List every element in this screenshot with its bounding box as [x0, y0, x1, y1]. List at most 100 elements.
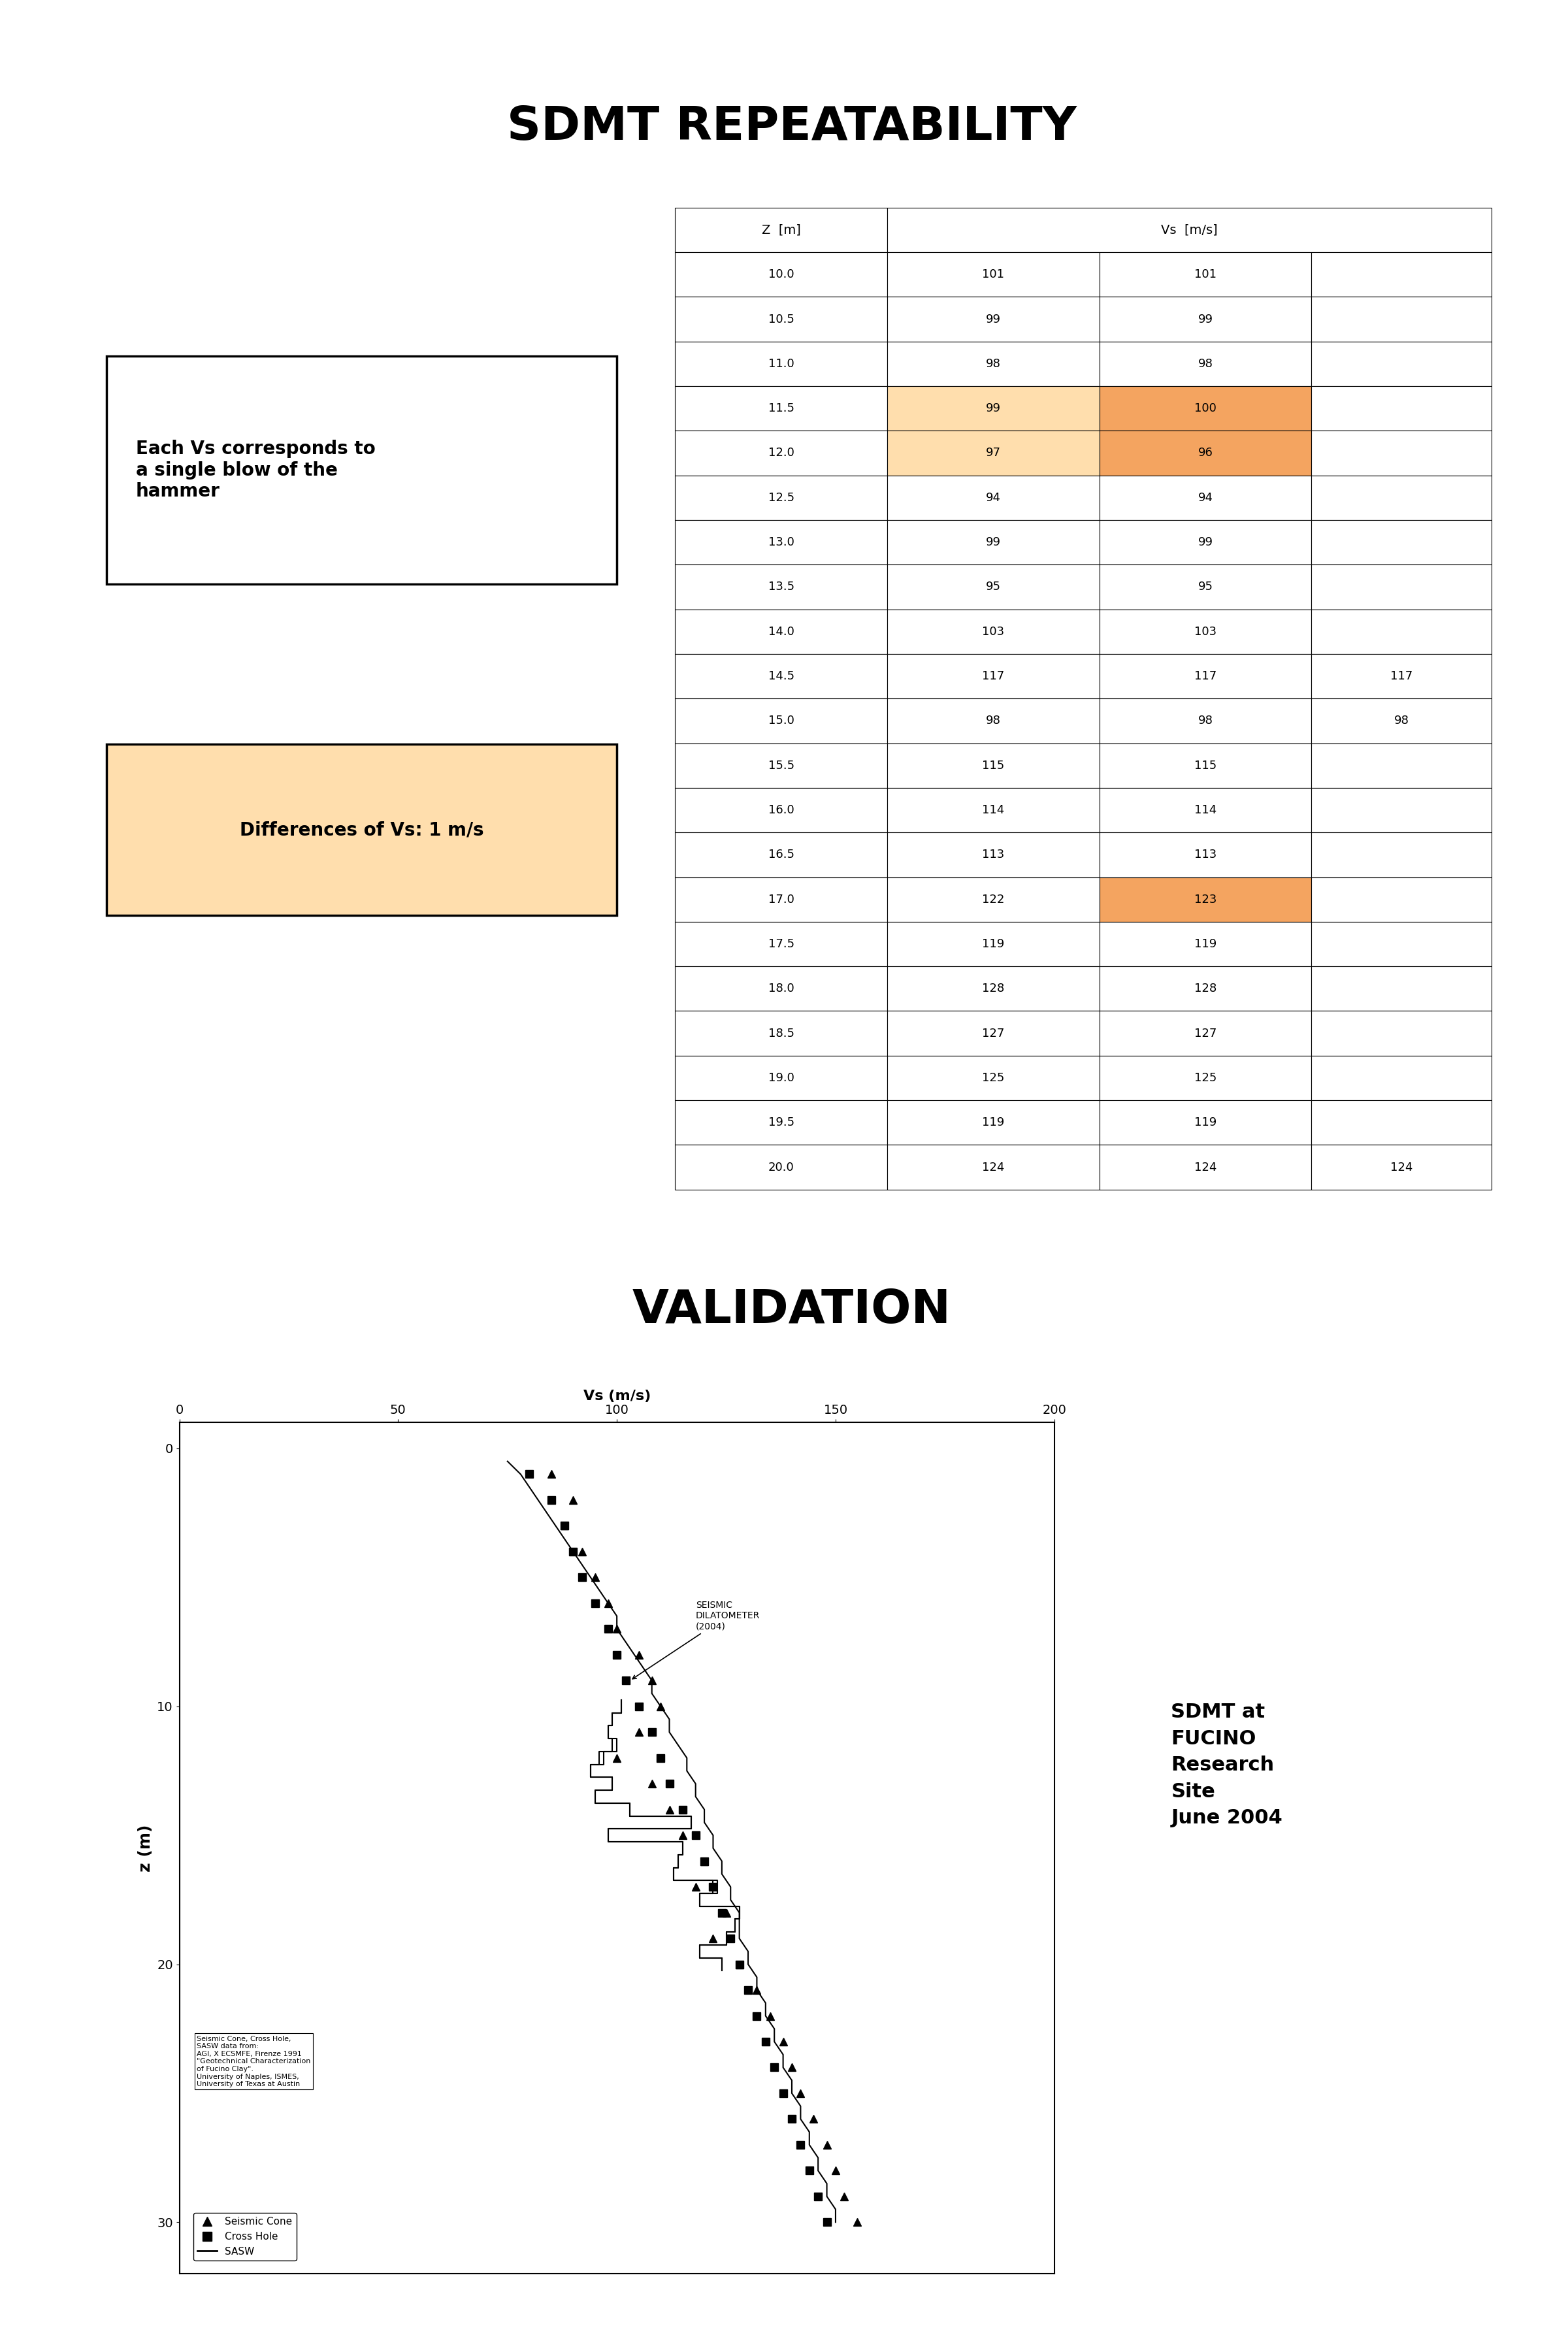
Bar: [676, 207, 887, 252]
Bar: [887, 654, 1099, 699]
Bar: [887, 967, 1099, 1011]
Text: 94: 94: [986, 492, 1000, 503]
Text: 97: 97: [986, 447, 1000, 459]
Text: 95: 95: [986, 581, 1000, 593]
Text: 125: 125: [982, 1073, 1005, 1084]
Text: 117: 117: [1391, 670, 1413, 682]
Bar: [676, 296, 887, 341]
Bar: [1311, 1011, 1491, 1056]
Text: 117: 117: [982, 670, 1005, 682]
Bar: [676, 788, 887, 833]
Bar: [1099, 788, 1311, 833]
Text: 124: 124: [1391, 1162, 1413, 1174]
Bar: [887, 699, 1099, 743]
Text: 19.5: 19.5: [768, 1117, 795, 1129]
Bar: [676, 1101, 887, 1145]
Bar: [1311, 1145, 1491, 1190]
Bar: [1099, 430, 1311, 475]
Text: 127: 127: [1195, 1028, 1217, 1040]
Text: 115: 115: [982, 760, 1005, 771]
Text: 101: 101: [1195, 268, 1217, 280]
Text: Each Vs corresponds to
a single blow of the
hammer: Each Vs corresponds to a single blow of …: [136, 440, 375, 501]
Text: 114: 114: [982, 804, 1005, 816]
Text: 119: 119: [982, 1117, 1005, 1129]
Bar: [1099, 743, 1311, 788]
Bar: [1099, 609, 1311, 654]
Text: 127: 127: [982, 1028, 1005, 1040]
Bar: [676, 1145, 887, 1190]
Text: 19.0: 19.0: [768, 1073, 795, 1084]
Bar: [1311, 1101, 1491, 1145]
Text: 103: 103: [1195, 626, 1217, 637]
Bar: [887, 252, 1099, 296]
Bar: [1099, 341, 1311, 386]
Text: 99: 99: [1198, 536, 1214, 548]
Bar: [1311, 654, 1491, 699]
Text: 123: 123: [1195, 894, 1217, 906]
Text: 20.0: 20.0: [768, 1162, 795, 1174]
Text: Z  [m]: Z [m]: [762, 223, 801, 235]
Text: 128: 128: [1195, 983, 1217, 995]
Bar: [1311, 252, 1491, 296]
Bar: [887, 743, 1099, 788]
Text: 115: 115: [1195, 760, 1217, 771]
Bar: [676, 341, 887, 386]
Bar: [887, 833, 1099, 877]
Bar: [1099, 1056, 1311, 1101]
Text: 10.0: 10.0: [768, 268, 793, 280]
Bar: [1099, 475, 1311, 520]
Bar: [676, 564, 887, 609]
Bar: [887, 1101, 1099, 1145]
Text: 12.5: 12.5: [768, 492, 795, 503]
Text: 124: 124: [982, 1162, 1005, 1174]
Text: 98: 98: [1198, 715, 1214, 727]
Bar: [676, 1056, 887, 1101]
Bar: [1311, 386, 1491, 430]
Bar: [676, 430, 887, 475]
Bar: [676, 877, 887, 922]
Text: 113: 113: [982, 849, 1005, 861]
Bar: [1099, 967, 1311, 1011]
Bar: [676, 386, 887, 430]
Bar: [887, 609, 1099, 654]
Text: 17.0: 17.0: [768, 894, 795, 906]
Text: 17.5: 17.5: [768, 938, 795, 950]
Text: VALIDATION: VALIDATION: [632, 1287, 952, 1334]
Bar: [1311, 296, 1491, 341]
Bar: [1311, 520, 1491, 564]
Text: 15.0: 15.0: [768, 715, 795, 727]
Bar: [887, 922, 1099, 967]
Bar: [676, 475, 887, 520]
Bar: [676, 967, 887, 1011]
Bar: [1099, 833, 1311, 877]
Text: 100: 100: [1195, 402, 1217, 414]
Bar: [887, 207, 1491, 252]
Text: SDMT REPEATABILITY: SDMT REPEATABILITY: [506, 106, 1077, 151]
Bar: [107, 743, 616, 915]
Bar: [1099, 520, 1311, 564]
Text: 125: 125: [1195, 1073, 1217, 1084]
Bar: [887, 564, 1099, 609]
Bar: [887, 1011, 1099, 1056]
Bar: [676, 1011, 887, 1056]
Bar: [1099, 386, 1311, 430]
Bar: [1099, 564, 1311, 609]
Bar: [676, 922, 887, 967]
Bar: [1311, 1056, 1491, 1101]
Bar: [887, 475, 1099, 520]
Text: 11.0: 11.0: [768, 358, 795, 369]
Bar: [1099, 877, 1311, 922]
Text: 14.0: 14.0: [768, 626, 795, 637]
Text: 12.0: 12.0: [768, 447, 795, 459]
Text: 94: 94: [1198, 492, 1214, 503]
Text: 10.5: 10.5: [768, 313, 795, 325]
Text: 98: 98: [1394, 715, 1410, 727]
Text: 101: 101: [982, 268, 1005, 280]
Text: 96: 96: [1198, 447, 1214, 459]
Bar: [887, 296, 1099, 341]
Text: 99: 99: [986, 402, 1000, 414]
Bar: [676, 520, 887, 564]
Bar: [107, 355, 616, 583]
Bar: [887, 1145, 1099, 1190]
Text: 103: 103: [982, 626, 1005, 637]
